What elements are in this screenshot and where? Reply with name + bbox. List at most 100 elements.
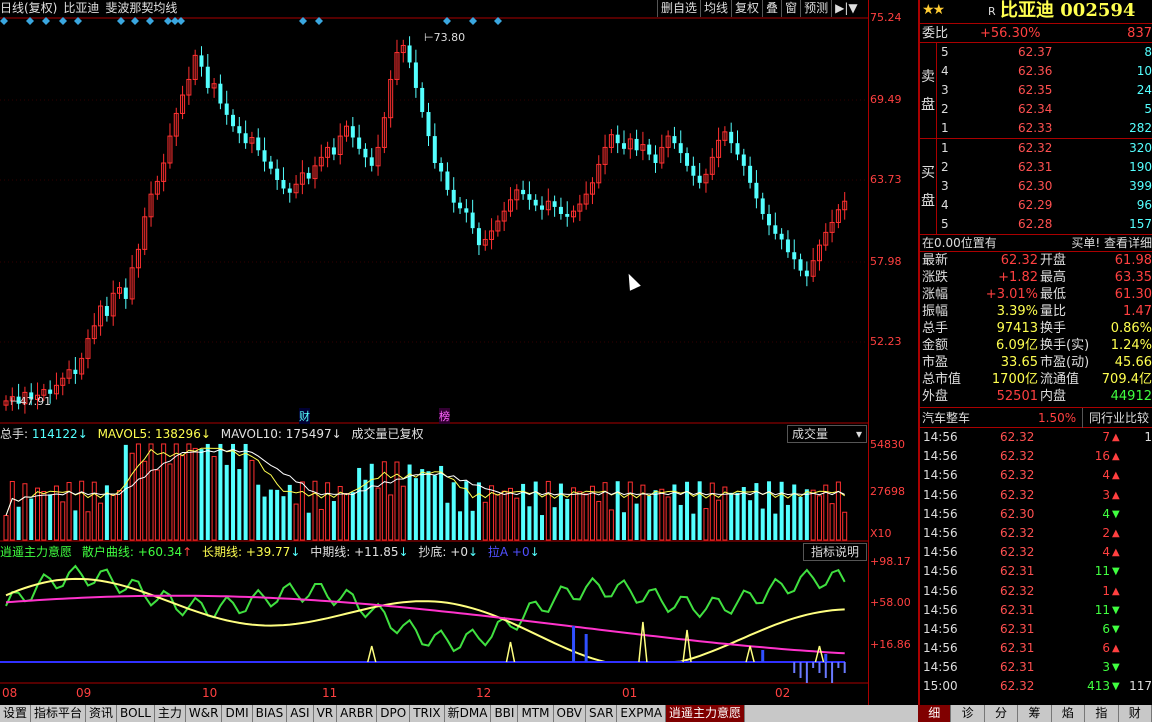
volume-bar — [375, 487, 381, 541]
tab-indicator[interactable]: DMI — [222, 705, 253, 722]
tab-indicator[interactable]: SAR — [586, 705, 618, 722]
tab-indicator[interactable]: 设置 — [0, 705, 32, 722]
position-right-link[interactable]: 买单! 查看详细 — [1071, 236, 1152, 250]
tab-indicator[interactable]: EXPMA — [617, 705, 667, 722]
tab-indicator[interactable]: BOLL — [117, 705, 155, 722]
period-label: 日线(复权) — [0, 1, 58, 15]
sell-level-row[interactable]: 5 62.37 8 — [938, 43, 1152, 62]
volume-indicator-select-label: 成交量 — [792, 427, 829, 441]
volume-bar — [142, 460, 148, 541]
buy-level-row[interactable]: 3 62.30 399 — [938, 177, 1152, 196]
candle-body — [501, 210, 507, 222]
x-axis-label: 09 — [76, 686, 92, 700]
buy-level-row[interactable]: 5 62.28 157 — [938, 215, 1152, 234]
chaodi-label: 抄底: — [418, 545, 447, 559]
sell-level-row[interactable]: 4 62.36 10 — [938, 62, 1152, 81]
volume-bar — [199, 449, 204, 540]
tab-indicator[interactable]: VR — [314, 705, 338, 722]
volume-bar — [571, 487, 577, 541]
tab-panel[interactable]: 指 — [1085, 705, 1119, 722]
tab-panel[interactable]: 细 — [918, 705, 952, 722]
volume-bar — [293, 503, 299, 541]
sell-volume: 5 — [1144, 102, 1152, 116]
tab-indicator[interactable]: 主力 — [155, 705, 186, 722]
candle-body — [464, 208, 469, 213]
signal-diamond-icon — [443, 17, 451, 25]
tab-indicator[interactable]: ASI — [287, 705, 314, 722]
star-rating-icon[interactable]: ★★ — [922, 2, 945, 18]
changqi-label: 长期线: — [202, 545, 243, 559]
industry-compare-button[interactable]: 同行业比较 — [1082, 408, 1152, 428]
forecast-button[interactable]: 预测 — [800, 0, 831, 17]
tab-indicator[interactable]: 资讯 — [86, 705, 118, 722]
buy-level-row[interactable]: 4 62.29 96 — [938, 196, 1152, 215]
volume-indicator-select[interactable]: 成交量 ▾ — [787, 425, 867, 443]
buy-order-book: 买盘 1 62.32 320 2 62.31 190 3 62.30 399 4 62.29 96 5 6… — [920, 139, 1152, 235]
candle-body — [135, 248, 141, 269]
tab-indicator[interactable]: TRIX — [410, 705, 445, 722]
overlay-button[interactable]: 叠 — [762, 0, 781, 17]
sell-level-row[interactable]: 2 62.34 5 — [938, 100, 1152, 119]
tab-indicator[interactable]: OBV — [554, 705, 587, 722]
tab-panel[interactable]: 财 — [1119, 705, 1152, 722]
tab-indicator[interactable]: 新DMA — [445, 705, 492, 722]
mavol10-value: 175497 — [285, 427, 332, 441]
chart-canvas[interactable] — [0, 0, 868, 705]
tick-list[interactable]: 14:56 62.32 7 ▲ 1 14:56 62.32 16 ▲ 14:56 62.32 4 ▲ 14… — [920, 428, 1152, 697]
price-axis: 75.24 69.49 63.73 57.98 52.23 54830 27698 X10 +9… — [868, 0, 918, 705]
buy-level-row[interactable]: 1 62.32 320 — [938, 139, 1152, 158]
tick-price: 62.32 — [1000, 430, 1035, 444]
candle-body — [583, 193, 589, 205]
sell-level-row[interactable]: 1 62.33 282 — [938, 119, 1152, 138]
kline-chart-area[interactable]: 日线(复权) 比亚迪 斐波那契均线 删自选 均线 复权 叠 窗 预测 ▶|▼ 总手:… — [0, 0, 868, 705]
candle-body — [773, 225, 778, 234]
signal-diamond-icon — [494, 17, 502, 25]
arrow-down-icon: ▼ — [1112, 566, 1120, 578]
volume-bar — [583, 493, 589, 541]
volume-bar — [3, 515, 9, 541]
volume-bar — [823, 484, 829, 541]
x-axis-label: 12 — [476, 686, 492, 700]
buy-price: 62.31 — [1018, 160, 1053, 174]
volume-bar — [420, 469, 425, 540]
volume-bar — [565, 498, 570, 540]
tab-indicator[interactable]: DPO — [377, 705, 411, 722]
arrow-down-icon: ▼ — [1112, 681, 1120, 693]
tab-indicator[interactable]: 逍遥主力意愿 — [666, 705, 746, 722]
stat-label: 金额 — [922, 338, 949, 353]
sector-name[interactable]: 汽车整车 — [922, 411, 971, 425]
ma-button[interactable]: 均线 — [700, 0, 731, 17]
buy-level-row[interactable]: 2 62.31 190 — [938, 158, 1152, 177]
indicator-axis-label: +98.17 — [870, 555, 911, 568]
sell-level-row[interactable]: 3 62.35 24 — [938, 81, 1152, 100]
candle-body — [337, 135, 343, 156]
tab-indicator[interactable]: MTM — [518, 705, 554, 722]
tab-indicator[interactable]: W&R — [186, 705, 223, 722]
stat-row: 最新 62.32 开盘 61.98 — [920, 252, 1152, 269]
indicator-help-button[interactable]: 指标说明 — [803, 543, 867, 561]
tab-indicator[interactable]: 指标平台 — [31, 705, 87, 722]
window-button[interactable]: 窗 — [781, 0, 800, 17]
tab-panel[interactable]: 分 — [985, 705, 1019, 722]
tab-indicator[interactable]: ARBR — [337, 705, 378, 722]
tick-row: 14:56 62.32 1 ▲ — [920, 582, 1152, 601]
buy-volume: 157 — [1129, 217, 1152, 231]
candle-body — [249, 137, 255, 144]
finance-marker[interactable]: 财 — [299, 408, 310, 424]
tab-indicator[interactable]: BIAS — [253, 705, 288, 722]
zhongqi-line — [5, 594, 845, 655]
mavol10-label: MAVOL10: — [220, 427, 282, 441]
signal-diamond-icon — [26, 17, 34, 25]
ranking-marker[interactable]: 榜 — [439, 408, 450, 424]
remove-favorite-button[interactable]: 删自选 — [657, 0, 700, 17]
adjust-button[interactable]: 复权 — [731, 0, 762, 17]
tab-panel[interactable]: 筹 — [1018, 705, 1052, 722]
candle-body — [703, 173, 709, 184]
candle-body — [685, 153, 690, 166]
tab-panel[interactable]: 焰 — [1052, 705, 1086, 722]
sell-price: 62.34 — [1018, 102, 1053, 116]
expand-menu-button[interactable]: ▶|▼ — [831, 0, 861, 17]
tab-indicator[interactable]: BBI — [491, 705, 519, 722]
tab-panel[interactable]: 诊 — [951, 705, 985, 722]
volume-bar — [9, 480, 15, 541]
